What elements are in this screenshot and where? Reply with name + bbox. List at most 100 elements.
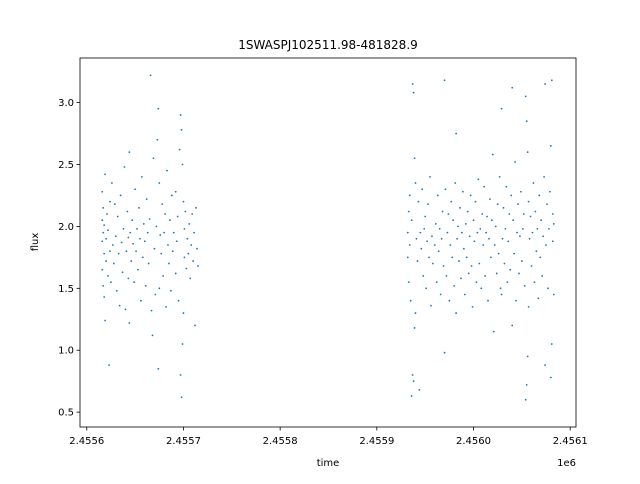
- data-point: [180, 128, 183, 131]
- data-point: [150, 309, 153, 312]
- data-point: [181, 343, 184, 345]
- data-point: [523, 284, 526, 287]
- data-point: [498, 175, 501, 178]
- data-point: [159, 234, 162, 236]
- data-point: [536, 227, 539, 230]
- data-point: [103, 252, 106, 255]
- data-point: [135, 250, 137, 253]
- data-point: [423, 227, 426, 230]
- data-point: [455, 312, 458, 314]
- data-point: [522, 213, 525, 215]
- data-point: [509, 268, 512, 271]
- data-point: [455, 132, 458, 135]
- data-point: [535, 250, 538, 253]
- data-point: [430, 304, 432, 307]
- data-point: [185, 267, 188, 270]
- data-point: [505, 185, 508, 188]
- data-point: [191, 213, 194, 215]
- data-point: [549, 145, 552, 147]
- data-point: [144, 284, 147, 287]
- data-point: [487, 299, 489, 302]
- data-point: [129, 231, 132, 234]
- data-point: [421, 188, 424, 191]
- data-point: [408, 194, 411, 197]
- data-point: [438, 227, 441, 230]
- data-point: [518, 272, 520, 275]
- data-point: [436, 194, 439, 197]
- data-point: [542, 235, 545, 238]
- data-point: [454, 182, 457, 184]
- data-point: [128, 322, 131, 324]
- data-points: [101, 74, 555, 401]
- data-point: [192, 260, 195, 262]
- data-point: [124, 308, 127, 311]
- data-point: [193, 231, 195, 234]
- data-point: [425, 287, 428, 290]
- data-point: [414, 312, 417, 314]
- data-point: [528, 237, 531, 240]
- data-point: [529, 215, 532, 218]
- data-point: [155, 225, 158, 228]
- data-point: [495, 272, 498, 275]
- data-point: [550, 343, 553, 345]
- data-point: [440, 237, 443, 240]
- data-point: [101, 268, 104, 271]
- data-point: [552, 293, 555, 296]
- data-point: [416, 260, 419, 262]
- data-point: [511, 324, 514, 327]
- data-point: [420, 247, 423, 250]
- data-point: [457, 225, 459, 228]
- data-point: [544, 83, 546, 85]
- data-point: [162, 275, 165, 277]
- data-point: [524, 398, 527, 401]
- data-point: [460, 277, 462, 280]
- data-point: [519, 190, 522, 193]
- data-point: [161, 203, 164, 206]
- data-point: [490, 219, 493, 222]
- data-point: [121, 271, 124, 274]
- data-point: [153, 247, 156, 250]
- data-point: [154, 293, 157, 296]
- data-point: [111, 182, 113, 184]
- data-point: [178, 148, 181, 151]
- data-point: [151, 334, 154, 337]
- data-point: [148, 218, 151, 220]
- data-point: [502, 206, 505, 209]
- data-point: [544, 364, 546, 366]
- y-tick-label: 3.0: [58, 98, 74, 109]
- data-point: [113, 203, 116, 206]
- y-tick-label: 1.5: [58, 284, 74, 295]
- data-point: [547, 287, 549, 290]
- data-point: [109, 250, 111, 253]
- data-point: [158, 287, 161, 290]
- data-point: [140, 175, 143, 178]
- data-point: [538, 194, 541, 197]
- data-point: [499, 287, 502, 290]
- x-tick-label: 2.4556: [69, 436, 104, 447]
- data-point: [482, 244, 485, 246]
- data-point: [105, 237, 108, 240]
- data-point: [526, 355, 529, 358]
- data-point: [442, 265, 445, 267]
- data-point: [492, 330, 495, 333]
- data-point: [469, 194, 472, 197]
- data-point: [435, 281, 438, 284]
- data-point: [526, 151, 529, 154]
- data-point: [486, 215, 488, 218]
- data-point: [157, 367, 160, 370]
- data-point: [134, 188, 137, 191]
- x-tick-label: 2.4558: [263, 436, 298, 447]
- data-point: [412, 380, 415, 383]
- data-point: [459, 206, 461, 209]
- data-point: [176, 215, 179, 218]
- chart-title: 1SWASPJ102511.98-481828.9: [238, 38, 418, 52]
- data-point: [490, 256, 492, 259]
- data-point: [141, 256, 144, 259]
- data-point: [407, 281, 410, 284]
- data-point: [169, 289, 172, 292]
- data-point: [504, 227, 507, 230]
- data-point: [406, 256, 409, 259]
- data-point: [552, 223, 555, 225]
- data-point: [110, 281, 112, 284]
